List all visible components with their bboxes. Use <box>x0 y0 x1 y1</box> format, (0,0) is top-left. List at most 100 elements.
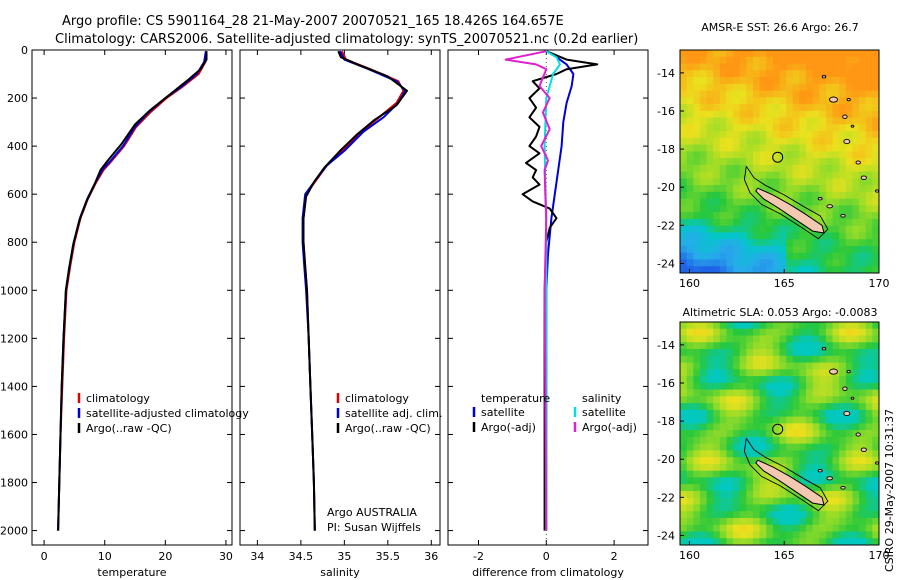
island <box>875 189 879 193</box>
map-cell <box>865 232 873 240</box>
map-cell <box>839 151 847 159</box>
map-cell <box>680 477 688 485</box>
map-cell <box>733 517 741 526</box>
map-cell <box>812 430 820 438</box>
map-cell <box>812 335 820 343</box>
map-cell <box>759 470 767 479</box>
map-cell <box>859 77 867 85</box>
map-cell <box>845 63 854 71</box>
map-cell <box>680 266 688 273</box>
map-cell <box>699 457 708 465</box>
map-cell <box>792 144 800 152</box>
map-cell <box>713 349 721 357</box>
map-cell <box>852 104 860 112</box>
map-cell <box>839 430 847 438</box>
map-cell <box>845 198 854 207</box>
map-cell <box>859 239 867 247</box>
map-cell <box>719 171 728 179</box>
map-cell <box>752 239 761 247</box>
map-cell <box>786 349 794 357</box>
map-cell <box>799 457 807 465</box>
map-cell <box>739 104 747 112</box>
map-cell <box>739 504 747 512</box>
map-cell <box>766 259 774 267</box>
map-cell <box>825 77 834 85</box>
map-cell <box>859 497 867 506</box>
map-cell <box>865 50 873 58</box>
island <box>860 175 867 180</box>
map-cell <box>719 416 728 424</box>
map-cell <box>766 50 774 58</box>
map-cell <box>799 56 807 65</box>
map-cell <box>865 470 873 479</box>
map-cell <box>699 117 708 125</box>
map-cell <box>713 409 721 418</box>
map-cell <box>726 382 734 391</box>
map-cell <box>872 158 879 166</box>
map-cell <box>706 531 714 539</box>
map-cell <box>739 463 747 472</box>
map-cell <box>726 131 734 139</box>
map-cell <box>772 110 781 119</box>
map-cell <box>845 349 854 357</box>
map-cell <box>779 245 787 254</box>
map-cell <box>845 110 854 119</box>
map-cell <box>799 382 807 391</box>
map-cell <box>786 436 794 445</box>
map-cell <box>713 171 721 179</box>
map-cell <box>746 531 754 539</box>
map-cell <box>752 70 761 78</box>
map-cell <box>872 144 879 152</box>
map-cell <box>872 50 879 58</box>
map-cell <box>759 477 767 485</box>
map-cell <box>752 497 761 506</box>
map-cell <box>852 77 860 85</box>
map-cell <box>739 144 747 152</box>
map-cell <box>852 83 860 92</box>
map-cell <box>713 436 721 445</box>
map-cell <box>812 158 820 166</box>
map-cell <box>686 83 694 92</box>
map-cell <box>872 185 879 193</box>
map-cell <box>832 436 840 445</box>
map-cell <box>825 144 834 152</box>
map-cell <box>766 252 774 261</box>
map-cell <box>706 450 714 458</box>
map-cell <box>686 252 694 261</box>
map-cell <box>819 430 827 438</box>
map-cell <box>719 504 728 512</box>
map-cell <box>839 396 847 404</box>
map-cell <box>706 104 714 112</box>
map-cell <box>799 124 807 132</box>
map-cell <box>752 252 761 261</box>
map-cell <box>819 470 827 479</box>
map-cell <box>680 63 688 71</box>
map-cell <box>680 430 688 438</box>
map-cell <box>686 50 694 58</box>
map-cell <box>845 178 854 186</box>
map-cell <box>839 322 847 330</box>
map-cell <box>706 178 714 186</box>
island <box>875 461 879 465</box>
map-cell <box>832 245 840 254</box>
map-cell <box>759 349 767 357</box>
map-cell <box>719 457 728 465</box>
legend-label: climatology <box>86 392 150 405</box>
map-cell <box>819 252 827 261</box>
map-cell <box>772 63 781 71</box>
map-cell <box>806 90 814 98</box>
map-cell <box>739 470 747 479</box>
map-cell <box>859 185 867 193</box>
map-cell <box>865 511 873 519</box>
map-cell <box>839 232 847 240</box>
map-cell <box>726 403 734 411</box>
map-cell <box>806 517 814 526</box>
map-cell <box>786 50 794 58</box>
map-cell <box>766 97 774 105</box>
map-y-tick-label: -20 <box>657 453 675 466</box>
map-cell <box>713 178 721 186</box>
map-cell <box>680 83 688 92</box>
map-cell <box>766 266 774 273</box>
map-cell <box>693 56 701 65</box>
map-cell <box>772 335 781 343</box>
